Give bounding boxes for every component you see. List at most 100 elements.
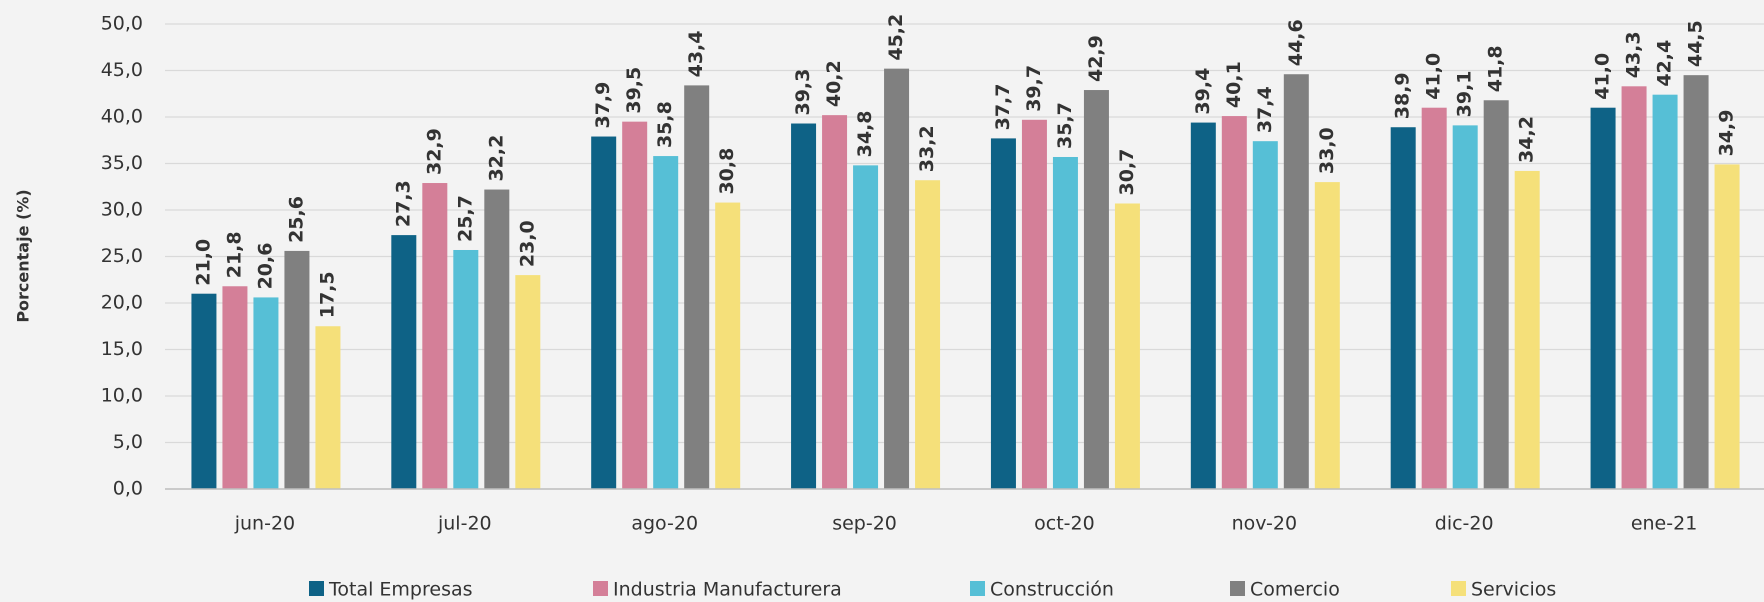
value-label: 23,0 (516, 220, 538, 267)
value-label: 17,5 (316, 271, 338, 318)
bar (1314, 182, 1340, 489)
bar (484, 189, 510, 490)
x-tick-label: nov-20 (1232, 513, 1297, 535)
bar (1283, 74, 1309, 489)
bar (853, 165, 879, 490)
bar (422, 183, 448, 489)
value-label: 34,2 (1516, 116, 1538, 163)
bar (1452, 125, 1478, 490)
bar (1190, 122, 1216, 489)
value-label: 39,7 (1023, 65, 1045, 112)
value-label: 43,3 (1623, 31, 1645, 78)
bar (1421, 107, 1447, 489)
value-label: 32,2 (485, 135, 507, 182)
value-label: 41,0 (1592, 53, 1614, 100)
bar (391, 235, 417, 489)
bar (591, 136, 617, 489)
value-label: 34,8 (854, 110, 876, 157)
value-label: 39,5 (623, 67, 645, 114)
y-tick-label: 15,0 (101, 338, 143, 360)
value-label: 33,2 (916, 125, 938, 172)
y-tick-label: 25,0 (101, 245, 143, 267)
bar (715, 202, 741, 489)
value-label: 38,9 (1392, 72, 1414, 119)
legend-swatch (309, 581, 324, 596)
value-label: 41,8 (1485, 45, 1507, 92)
legend-label: Comercio (1250, 579, 1340, 601)
y-tick-label: 5,0 (113, 431, 143, 453)
value-label: 45,2 (885, 14, 907, 61)
y-tick-label: 20,0 (101, 292, 143, 314)
y-tick-label: 35,0 (101, 152, 143, 174)
y-tick-label: 0,0 (113, 478, 143, 500)
bar (884, 68, 910, 489)
bar (515, 275, 541, 489)
value-label: 32,9 (423, 128, 445, 175)
bar (822, 115, 848, 489)
legend-label: Servicios (1471, 579, 1556, 601)
legend-swatch (970, 581, 985, 596)
value-label: 27,3 (392, 180, 414, 227)
value-label: 42,9 (1085, 35, 1107, 82)
value-label: 33,0 (1316, 127, 1338, 174)
bar (284, 250, 310, 489)
bar (1221, 116, 1247, 489)
value-label: 34,9 (1716, 110, 1738, 157)
bar (622, 121, 648, 490)
bar (1590, 107, 1616, 489)
value-label: 41,0 (1423, 53, 1445, 100)
bar (1683, 75, 1709, 490)
bar (315, 326, 341, 489)
bar (253, 297, 279, 489)
value-label: 21,0 (192, 239, 214, 286)
y-tick-label: 30,0 (101, 199, 143, 221)
value-label: 44,6 (1285, 19, 1307, 66)
bar (1390, 127, 1416, 489)
bar (1483, 100, 1509, 489)
y-tick-label: 50,0 (101, 13, 143, 35)
x-tick-label: ago-20 (631, 513, 698, 535)
y-tick-label: 45,0 (101, 59, 143, 81)
bar (222, 286, 248, 489)
value-label: 35,8 (654, 101, 676, 148)
bar (1514, 170, 1540, 489)
value-label: 21,8 (223, 231, 245, 278)
value-label: 40,2 (823, 60, 845, 107)
value-label: 20,6 (254, 243, 276, 290)
value-label: 30,8 (716, 148, 738, 195)
value-label: 35,7 (1054, 102, 1076, 149)
bar (653, 156, 679, 489)
value-label: 25,6 (285, 196, 307, 243)
y-tick-label: 10,0 (101, 385, 143, 407)
legend-label: Construcción (990, 579, 1114, 601)
y-axis-title: Porcentaje (%) (14, 189, 33, 322)
bar (915, 180, 941, 490)
bar (1021, 119, 1047, 489)
value-label: 40,1 (1223, 61, 1245, 108)
bar (1114, 203, 1140, 490)
x-tick-label: dic-20 (1435, 513, 1494, 535)
bar (791, 123, 817, 489)
legend-swatch (1451, 581, 1466, 596)
x-tick-label: ene-21 (1631, 513, 1697, 535)
bar (1252, 141, 1278, 489)
value-label: 30,7 (1116, 149, 1138, 196)
value-label: 39,1 (1454, 70, 1476, 117)
value-label: 42,4 (1654, 40, 1676, 87)
bar (1083, 90, 1109, 489)
value-label: 43,4 (685, 30, 707, 77)
bar (1714, 164, 1740, 489)
bar (191, 293, 217, 489)
y-tick-label: 40,0 (101, 106, 143, 128)
value-label: 39,3 (792, 69, 814, 116)
x-tick-label: oct-20 (1034, 513, 1095, 535)
bar (1621, 86, 1647, 489)
legend-swatch (1230, 581, 1245, 596)
bar (1052, 156, 1078, 490)
x-tick-label: sep-20 (832, 513, 897, 535)
value-label: 37,7 (992, 83, 1014, 130)
x-tick-label: jun-20 (234, 513, 295, 535)
bar (453, 249, 479, 489)
legend-swatch (593, 581, 608, 596)
